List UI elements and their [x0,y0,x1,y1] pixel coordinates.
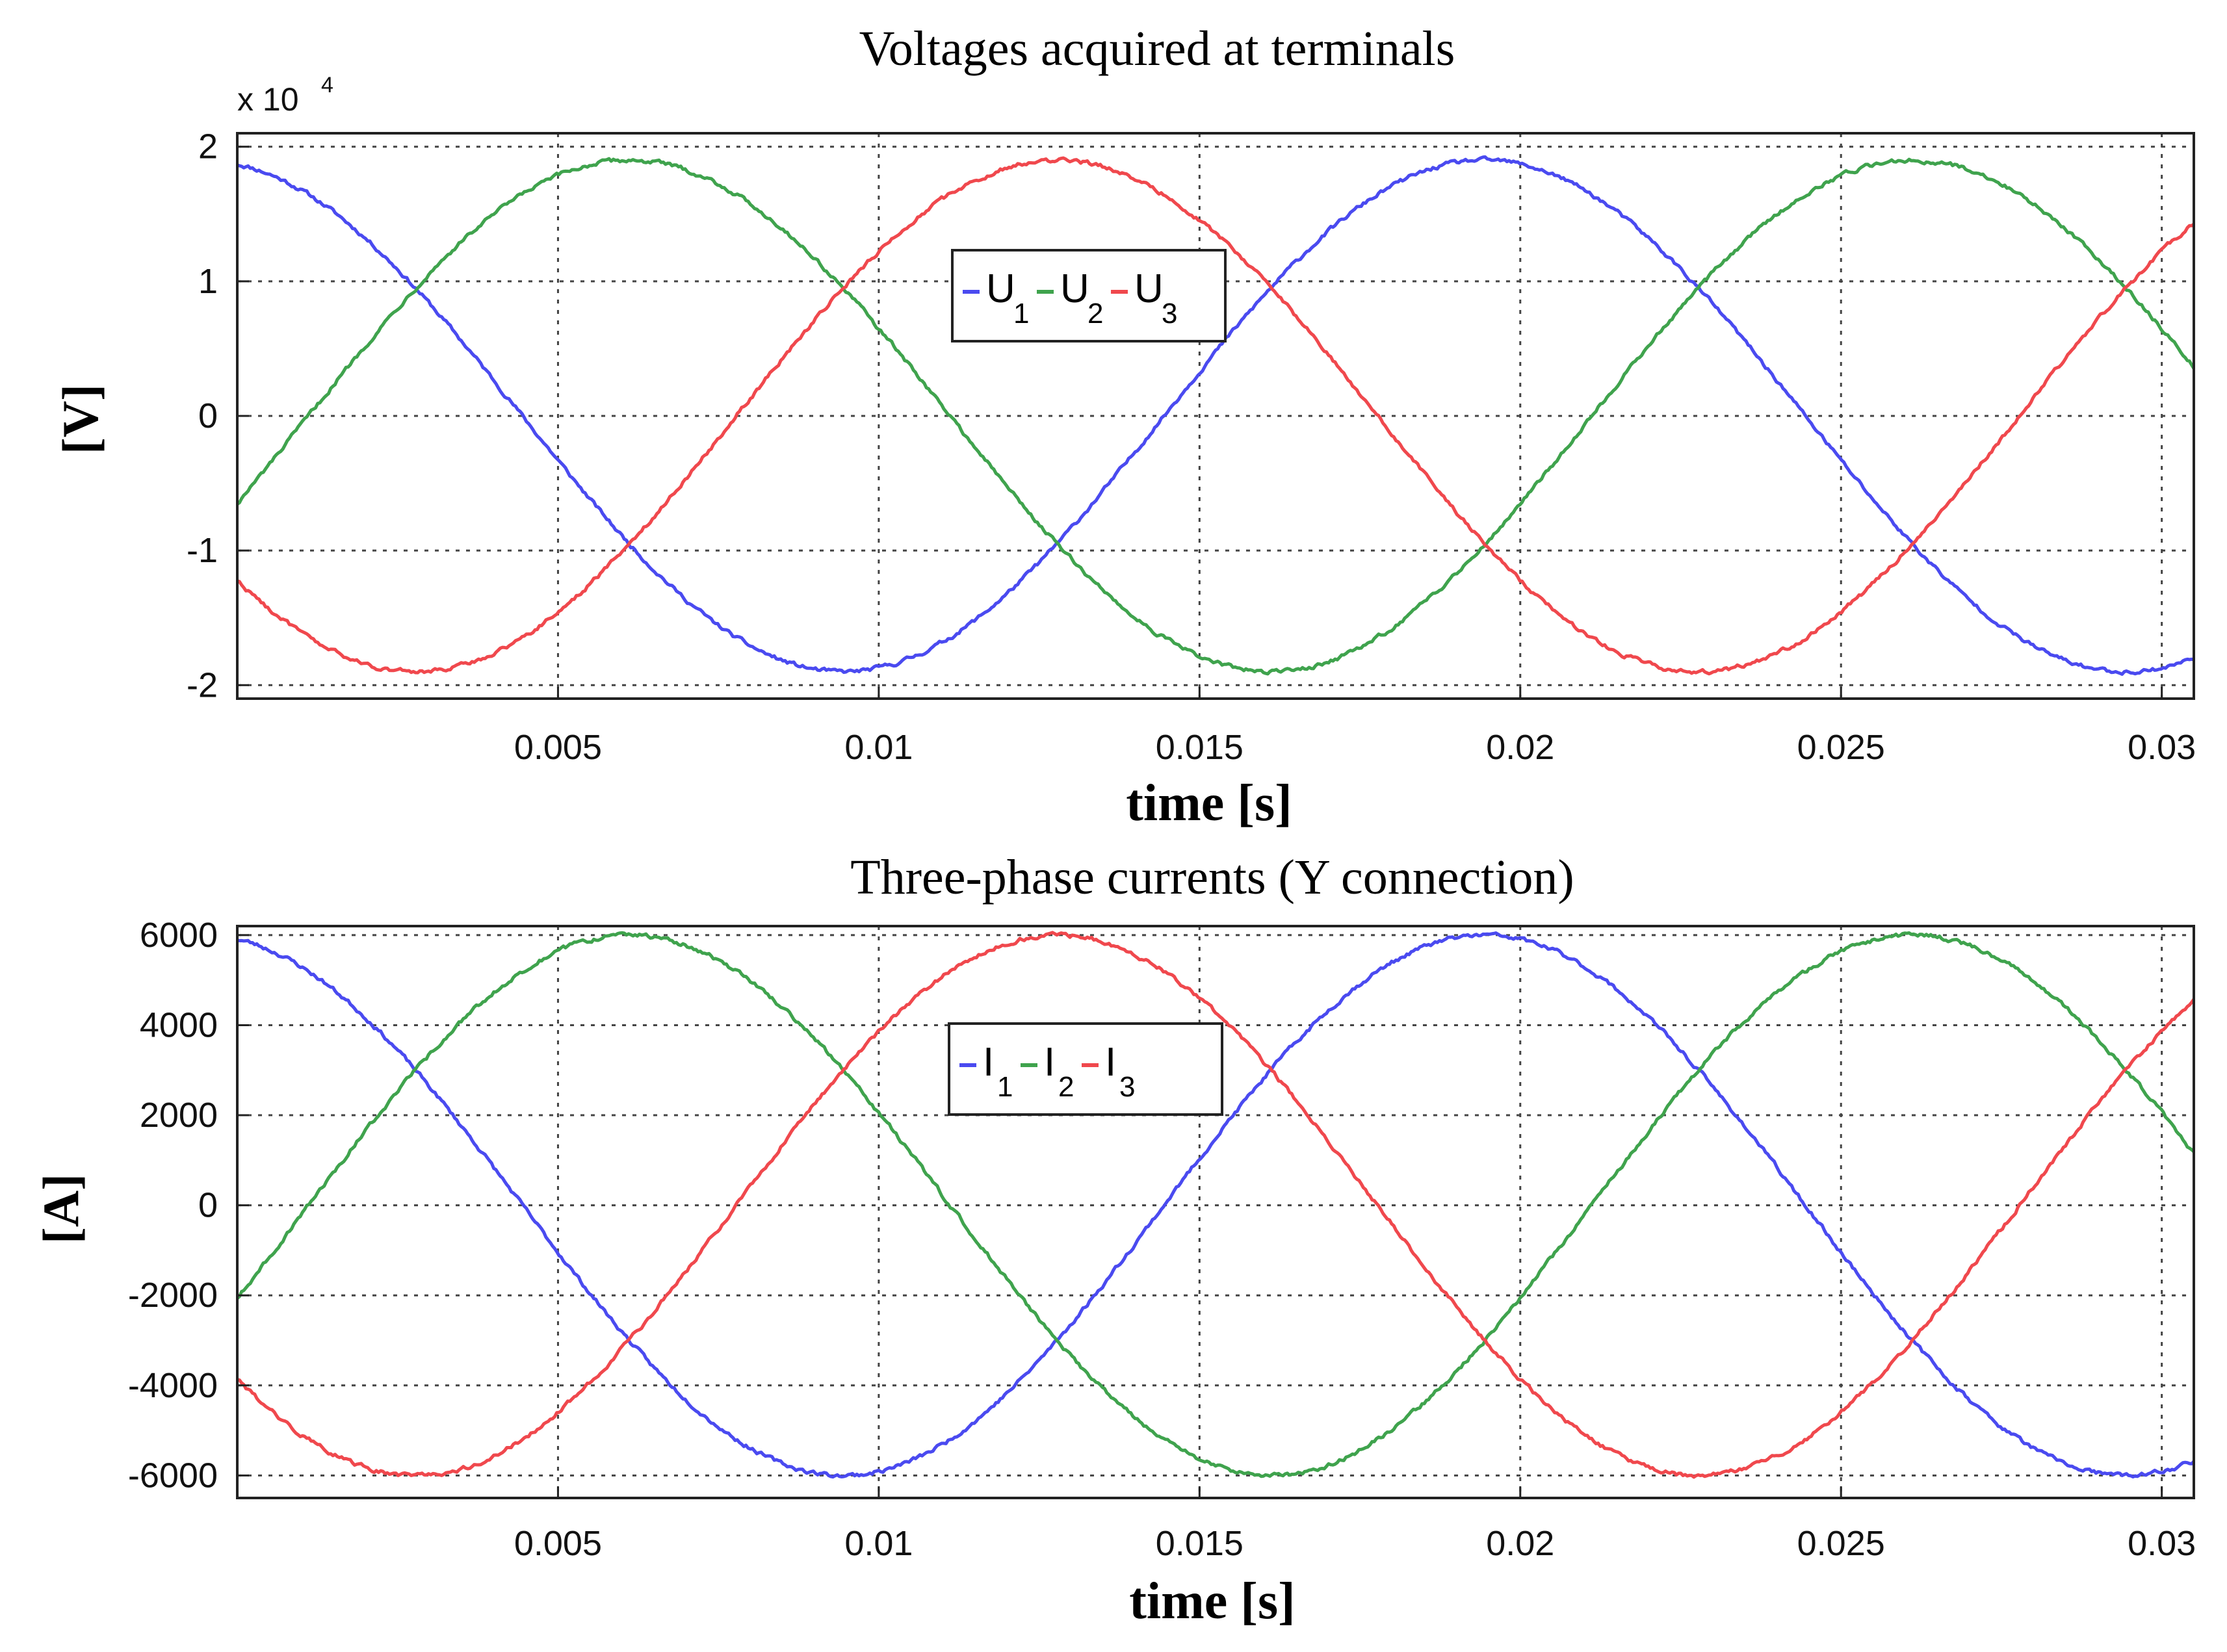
voltage-series-u2 [237,157,2194,676]
voltage-x-tick-label: 0.015 [1156,728,1244,767]
current-legend-label: I [1044,1040,1055,1085]
current-x-tick-label: 0.005 [514,1524,602,1563]
current-x-tick-label: 0.025 [1797,1524,1885,1563]
voltage-legend-box [951,249,1227,342]
current-series-group [237,931,2194,1479]
voltage-y-tick-label: 0 [198,396,218,435]
current-legend-subscript: 1 [997,1071,1013,1103]
current-legend-subscript: 3 [1119,1071,1135,1103]
current-x-tick-label: 0.015 [1156,1524,1244,1563]
current-ticks: 0.005 0.01 0.015 0.02 0.025 0.03 -6000 -4000 -20… [128,916,2196,1563]
voltage-grid [237,133,2194,699]
voltage-ticks: 0.005 0.01 0.015 0.02 0.025 0.03 -2 -1 0 1 2 [187,127,2196,767]
voltage-series-u1 [237,155,2194,676]
current-chart: Three-phase currents (Y connection) [A] … [33,850,2196,1630]
voltage-legend-subscript: 2 [1087,298,1103,329]
voltage-legend-label: U [1060,266,1089,311]
voltage-x-axis-label: time [s] [1126,775,1292,832]
current-y-tick-label: -4000 [128,1366,218,1405]
current-series-i1 [237,931,2194,1479]
voltage-plot-frame [236,132,2195,700]
y-exponent-label: x 10 4 [237,73,333,118]
current-y-axis-label: [A] [33,1174,89,1244]
current-x-tick-label: 0.01 [844,1524,913,1563]
current-series-i2 [237,931,2194,1478]
voltage-x-tick-label: 0.005 [514,728,602,767]
current-legend-label: I [983,1040,994,1085]
voltage-legend-label: U [1134,266,1164,311]
voltage-y-tick-label: 1 [198,262,218,301]
y-exponent-base: x 10 [237,81,299,118]
current-x-tick-label: 0.02 [1486,1524,1554,1563]
current-x-axis-label: time [s] [1129,1573,1295,1630]
current-series-i3 [237,931,2194,1479]
current-plot-frame [236,925,2195,1499]
voltage-y-tick-label: -1 [187,531,218,570]
current-chart-title: Three-phase currents (Y connection) [850,850,1574,905]
current-legend-box [948,1022,1223,1116]
current-y-tick-label: 0 [198,1186,218,1225]
current-y-tick-label: 6000 [140,916,218,955]
voltage-y-axis-label: [V] [52,384,109,454]
current-y-tick-label: -6000 [128,1456,218,1495]
voltage-x-tick-label: 0.01 [844,728,913,767]
voltage-legend-subscript: 1 [1013,298,1029,329]
voltage-chart: Voltages acquired at terminals x 10 4 [V… [52,21,2196,832]
current-x-tick-label: 0.03 [2128,1524,2196,1563]
current-legend-subscript: 2 [1058,1071,1074,1103]
voltage-y-tick-label: 2 [198,127,218,166]
voltage-x-tick-label: 0.02 [1486,728,1554,767]
voltage-series-u3 [237,156,2194,676]
voltage-x-tick-label: 0.03 [2128,728,2196,767]
voltage-legend-subscript: 3 [1162,298,1177,329]
voltage-y-tick-label: -2 [187,665,218,704]
voltage-legend-label: U [986,266,1015,311]
current-y-tick-label: 4000 [140,1005,218,1044]
current-legend-label: I [1105,1040,1116,1085]
voltage-series-group [237,155,2194,676]
voltage-x-tick-label: 0.025 [1797,728,1885,767]
y-exponent-power: 4 [321,73,333,97]
current-y-tick-label: -2000 [128,1276,218,1315]
current-y-tick-label: 2000 [140,1096,218,1135]
voltage-chart-title: Voltages acquired at terminals [859,21,1455,76]
